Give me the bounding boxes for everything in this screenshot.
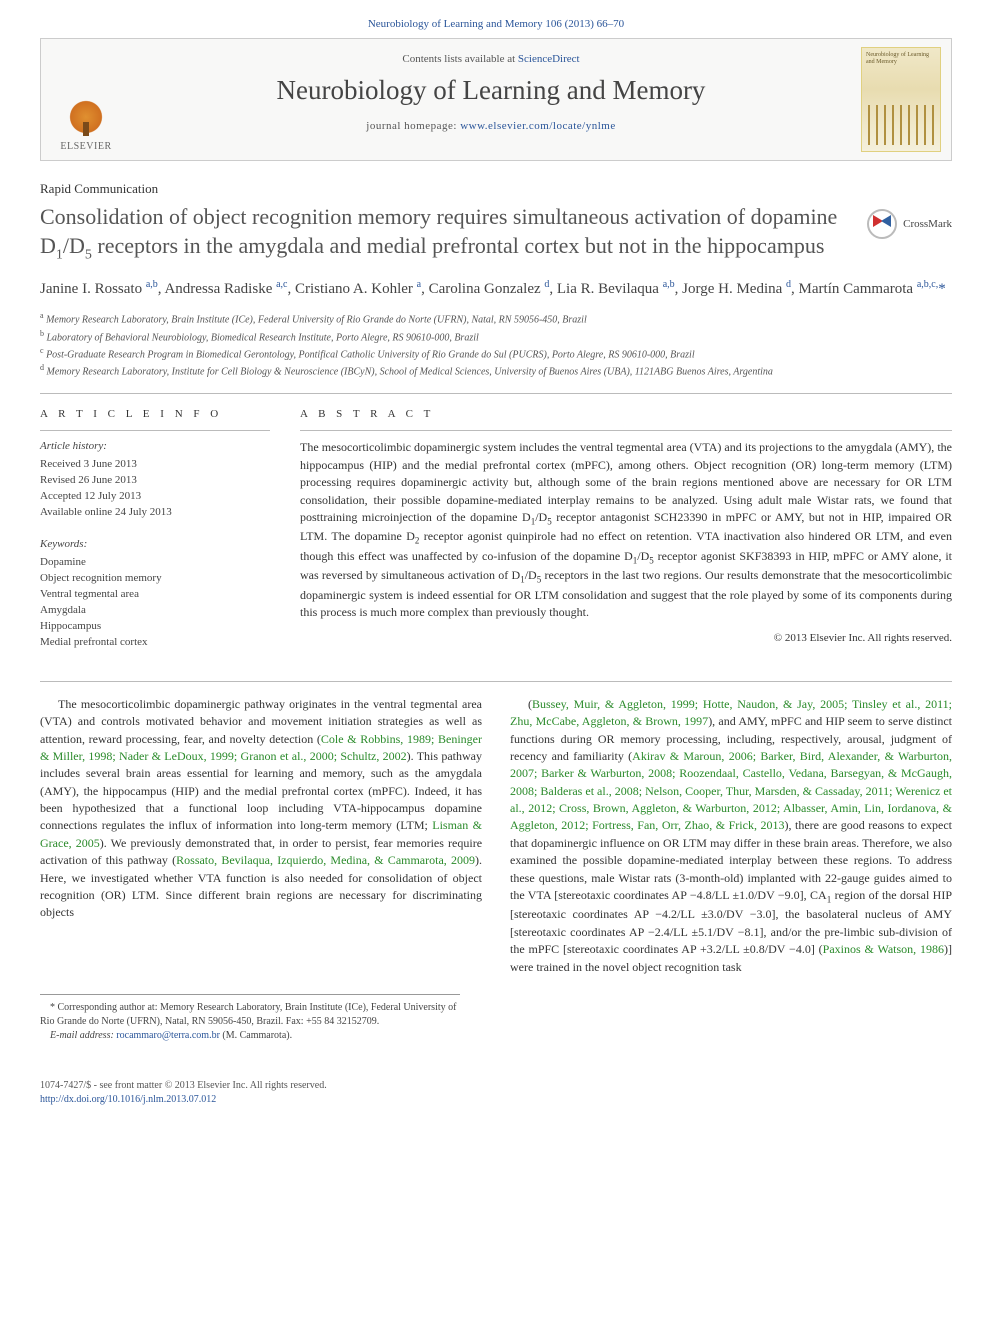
body-paragraph-1: The mesocorticolimbic dopaminergic pathw… [40,696,482,922]
author-list: Janine I. Rossato a,b, Andressa Radiske … [40,278,952,300]
elsevier-tree-icon [61,87,111,137]
info-divider-1 [40,430,270,431]
abstract-text: The mesocorticolimbic dopaminergic syste… [300,439,952,621]
masthead: ELSEVIER Contents lists available at Sci… [40,38,952,161]
cover-thumb-title: Neurobiology of Learning and Memory [866,52,936,65]
keywords-list: DopamineObject recognition memoryVentral… [40,555,270,651]
email-label: E-mail address: [50,1030,114,1041]
homepage-prefix: journal homepage: [366,120,460,132]
email-row: E-mail address: rocammaro@terra.com.br (… [40,1029,460,1043]
contents-line: Contents lists available at ScienceDirec… [141,53,841,65]
crossmark-label: CrossMark [903,218,952,230]
article-area: Rapid Communication Consolidation of obj… [0,161,992,1073]
issn-line: 1074-7427/$ - see front matter © 2013 El… [40,1079,952,1093]
abstract-divider [300,430,952,431]
title-row: Consolidation of object recognition memo… [40,203,952,264]
history-lines: Received 3 June 2013Revised 26 June 2013… [40,457,270,521]
footnotes: * Corresponding author at: Memory Resear… [40,994,460,1043]
keyword-item: Hippocampus [40,619,270,635]
corresponding-author-note: * Corresponding author at: Memory Resear… [40,1001,460,1029]
history-block: Article history: Received 3 June 2013Rev… [40,439,270,521]
article-info-column: A R T I C L E I N F O Article history: R… [40,408,270,666]
keywords-label: Keywords: [40,537,270,553]
divider-bottom [40,681,952,682]
homepage-line: journal homepage: www.elsevier.com/locat… [141,120,841,132]
email-suffix: (M. Cammarota). [222,1030,292,1041]
citation-text: Neurobiology of Learning and Memory 106 … [368,18,624,30]
abstract-copyright: © 2013 Elsevier Inc. All rights reserved… [300,632,952,644]
keyword-item: Dopamine [40,555,270,571]
cover-thumb-chart-icon [868,105,934,145]
body-paragraph-2: (Bussey, Muir, & Aggleton, 1999; Hotte, … [510,696,952,976]
doi-link[interactable]: http://dx.doi.org/10.1016/j.nlm.2013.07.… [40,1094,216,1105]
contents-prefix: Contents lists available at [402,53,517,65]
article-title: Consolidation of object recognition memo… [40,203,867,264]
masthead-center: Contents lists available at ScienceDirec… [131,39,851,160]
affiliation-item: d Memory Research Laboratory, Institute … [40,362,952,379]
body-columns: The mesocorticolimbic dopaminergic pathw… [40,696,952,976]
publisher-label: ELSEVIER [60,141,111,152]
history-label: Article history: [40,439,270,455]
abstract-column: A B S T R A C T The mesocorticolimbic do… [300,408,952,666]
keyword-item: Ventral tegmental area [40,587,270,603]
keyword-item: Object recognition memory [40,571,270,587]
running-head: Neurobiology of Learning and Memory 106 … [0,0,992,38]
affiliation-item: c Post-Graduate Research Program in Biom… [40,345,952,362]
journal-title: Neurobiology of Learning and Memory [141,75,841,106]
crossmark-badge[interactable]: CrossMark [867,209,952,239]
affiliation-list: a Memory Research Laboratory, Brain Inst… [40,310,952,379]
keyword-item: Amygdala [40,603,270,619]
sciencedirect-link[interactable]: ScienceDirect [518,53,580,65]
article-type: Rapid Communication [40,181,952,197]
keyword-item: Medial prefrontal cortex [40,635,270,651]
abstract-heading: A B S T R A C T [300,408,952,420]
cover-thumbnail: Neurobiology of Learning and Memory [861,47,941,152]
email-link[interactable]: rocammaro@terra.com.br [116,1030,220,1041]
page-footer: 1074-7427/$ - see front matter © 2013 El… [0,1073,992,1127]
affiliation-item: a Memory Research Laboratory, Brain Inst… [40,310,952,327]
article-info-heading: A R T I C L E I N F O [40,408,270,420]
affiliation-item: b Laboratory of Behavioral Neurobiology,… [40,328,952,345]
cover-thumb-wrap: Neurobiology of Learning and Memory [851,39,951,160]
crossmark-icon [867,209,897,239]
keywords-block: Keywords: DopamineObject recognition mem… [40,537,270,651]
homepage-link[interactable]: www.elsevier.com/locate/ynlme [460,120,616,132]
divider-top [40,393,952,394]
info-abstract-row: A R T I C L E I N F O Article history: R… [40,408,952,666]
publisher-block: ELSEVIER [41,39,131,160]
